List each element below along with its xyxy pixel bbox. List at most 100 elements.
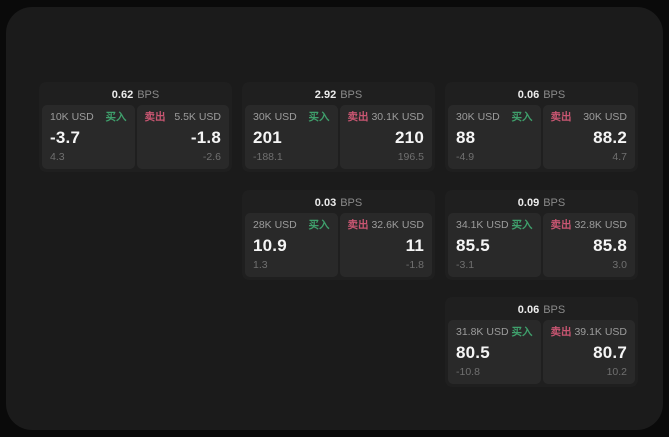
sell-label: 卖出	[550, 111, 572, 123]
buy-label: 买入	[308, 219, 330, 231]
bps-unit-label: BPS	[543, 303, 566, 316]
app-panel: 0.62 BPS 10K USD 买入 -3.7 4.3 卖出 5.5K USD…	[6, 7, 663, 430]
sell-sub-value: 3.0	[612, 258, 627, 271]
buy-sub-value: -10.8	[456, 365, 480, 378]
buy-tile-header: 31.8K USD 买入	[456, 327, 533, 338]
buy-tile[interactable]: 31.8K USD 买入 80.5 -10.8	[448, 320, 541, 384]
quote-card: 0.62 BPS 10K USD 买入 -3.7 4.3 卖出 5.5K USD…	[39, 82, 232, 172]
sell-price: -1.8	[190, 127, 221, 147]
sell-tile[interactable]: 卖出 39.1K USD 80.7 10.2	[542, 320, 635, 384]
bps-value: 0.06	[517, 303, 540, 316]
sell-amount: 32.6K USD	[371, 219, 424, 231]
sell-amount: 32.8K USD	[574, 219, 627, 231]
card-body: 30K USD 买入 88 -4.9 卖出 30K USD 88.2 4.7	[448, 105, 635, 169]
buy-tile-header: 10K USD 买入	[50, 112, 127, 123]
card-header: 0.62 BPS	[42, 85, 229, 105]
buy-amount: 10K USD	[50, 111, 94, 123]
buy-tile-header: 30K USD 买入	[253, 112, 330, 123]
sell-price: 11	[405, 235, 424, 255]
sell-label: 卖出	[347, 111, 369, 123]
sell-tile-header: 卖出 32.8K USD	[551, 220, 628, 231]
buy-tile-header: 30K USD 买入	[456, 112, 533, 123]
buy-tile[interactable]: 34.1K USD 买入 85.5 -3.1	[448, 213, 541, 277]
sell-label: 卖出	[144, 111, 166, 123]
card-header: 0.09 BPS	[448, 193, 635, 213]
sell-sub-value: -1.8	[405, 258, 424, 271]
buy-sub-value: -188.1	[253, 150, 283, 163]
buy-price: 10.9	[253, 235, 287, 255]
card-body: 30K USD 买入 201 -188.1 卖出 30.1K USD 210 1…	[245, 105, 432, 169]
buy-price: 85.5	[456, 235, 490, 255]
buy-price: 88	[456, 127, 476, 147]
buy-price: 201	[253, 127, 282, 147]
sell-tile-header: 卖出 30.1K USD	[348, 112, 425, 123]
sell-tile[interactable]: 卖出 30.1K USD 210 196.5	[339, 105, 432, 169]
quote-card: 0.03 BPS 28K USD 买入 10.9 1.3 卖出 32.6K US…	[242, 190, 435, 280]
bps-value: 0.03	[314, 196, 337, 209]
buy-sub-value: -3.1	[456, 258, 475, 271]
sell-tile[interactable]: 卖出 32.8K USD 85.8 3.0	[542, 213, 635, 277]
buy-label: 买入	[511, 219, 533, 231]
sell-tile-header: 卖出 5.5K USD	[145, 112, 222, 123]
sell-label: 卖出	[347, 219, 369, 231]
quote-card: 2.92 BPS 30K USD 买入 201 -188.1 卖出 30.1K …	[242, 82, 435, 172]
buy-tile-header: 34.1K USD 买入	[456, 220, 533, 231]
buy-amount: 34.1K USD	[456, 219, 509, 231]
card-body: 10K USD 买入 -3.7 4.3 卖出 5.5K USD -1.8 -2.…	[42, 105, 229, 169]
sell-tile-header: 卖出 30K USD	[551, 112, 628, 123]
buy-tile[interactable]: 30K USD 买入 88 -4.9	[448, 105, 541, 169]
buy-amount: 30K USD	[253, 111, 297, 123]
sell-tile[interactable]: 卖出 5.5K USD -1.8 -2.6	[136, 105, 229, 169]
buy-amount: 31.8K USD	[456, 326, 509, 338]
bps-unit-label: BPS	[137, 88, 160, 101]
buy-price: -3.7	[50, 127, 81, 147]
card-header: 0.03 BPS	[245, 193, 432, 213]
buy-label: 买入	[511, 111, 533, 123]
sell-amount: 30.1K USD	[371, 111, 424, 123]
buy-amount: 28K USD	[253, 219, 297, 231]
buy-label: 买入	[105, 111, 127, 123]
bps-value: 2.92	[314, 88, 337, 101]
card-body: 31.8K USD 买入 80.5 -10.8 卖出 39.1K USD 80.…	[448, 320, 635, 384]
card-header: 0.06 BPS	[448, 85, 635, 105]
sell-price: 210	[395, 127, 424, 147]
sell-price: 85.8	[593, 235, 627, 255]
buy-sub-value: -4.9	[456, 150, 475, 163]
bps-unit-label: BPS	[340, 196, 363, 209]
sell-label: 卖出	[550, 326, 572, 338]
sell-tile-header: 卖出 32.6K USD	[348, 220, 425, 231]
sell-sub-value: 4.7	[612, 150, 627, 163]
quote-card: 0.06 BPS 31.8K USD 买入 80.5 -10.8 卖出 39.1…	[445, 297, 638, 387]
sell-sub-value: 196.5	[397, 150, 424, 163]
sell-tile[interactable]: 卖出 30K USD 88.2 4.7	[542, 105, 635, 169]
buy-tile[interactable]: 28K USD 买入 10.9 1.3	[245, 213, 338, 277]
bps-unit-label: BPS	[543, 88, 566, 101]
card-header: 0.06 BPS	[448, 300, 635, 320]
sell-price: 80.7	[593, 342, 627, 362]
sell-amount: 30K USD	[583, 111, 627, 123]
buy-label: 买入	[308, 111, 330, 123]
bps-value: 0.06	[517, 88, 540, 101]
quote-card: 0.06 BPS 30K USD 买入 88 -4.9 卖出 30K USD 8…	[445, 82, 638, 172]
buy-tile-header: 28K USD 买入	[253, 220, 330, 231]
sell-tile[interactable]: 卖出 32.6K USD 11 -1.8	[339, 213, 432, 277]
card-body: 28K USD 买入 10.9 1.3 卖出 32.6K USD 11 -1.8	[245, 213, 432, 277]
buy-tile[interactable]: 10K USD 买入 -3.7 4.3	[42, 105, 135, 169]
buy-price: 80.5	[456, 342, 490, 362]
bps-value: 0.62	[111, 88, 134, 101]
buy-tile[interactable]: 30K USD 买入 201 -188.1	[245, 105, 338, 169]
sell-label: 卖出	[550, 219, 572, 231]
buy-sub-value: 4.3	[50, 150, 65, 163]
buy-label: 买入	[511, 326, 533, 338]
sell-tile-header: 卖出 39.1K USD	[551, 327, 628, 338]
buy-sub-value: 1.3	[253, 258, 268, 271]
card-body: 34.1K USD 买入 85.5 -3.1 卖出 32.8K USD 85.8…	[448, 213, 635, 277]
sell-price: 88.2	[593, 127, 627, 147]
bps-unit-label: BPS	[543, 196, 566, 209]
sell-amount: 39.1K USD	[574, 326, 627, 338]
sell-sub-value: -2.6	[202, 150, 221, 163]
bps-value: 0.09	[517, 196, 540, 209]
sell-sub-value: 10.2	[606, 365, 627, 378]
quote-card: 0.09 BPS 34.1K USD 买入 85.5 -3.1 卖出 32.8K…	[445, 190, 638, 280]
card-header: 2.92 BPS	[245, 85, 432, 105]
